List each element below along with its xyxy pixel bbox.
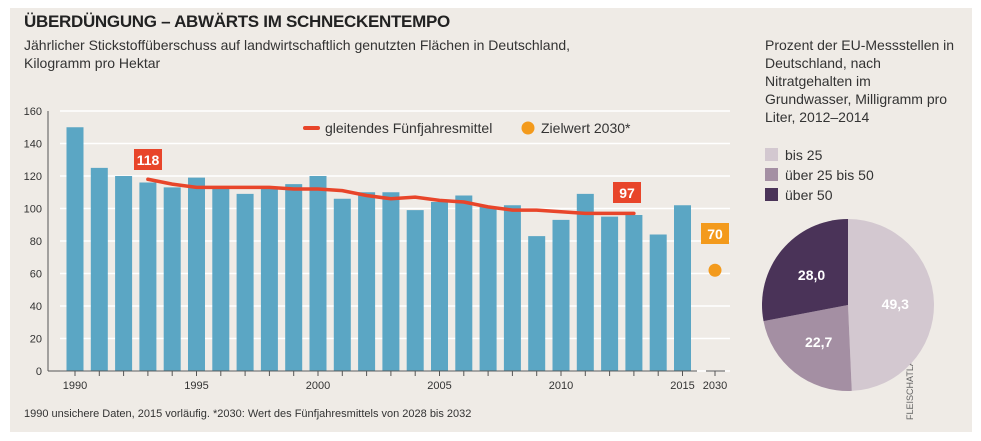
bar [576, 193, 594, 371]
pie-legend-swatch [765, 188, 778, 201]
target-label: 70 [707, 226, 723, 242]
y-tick-label: 140 [24, 139, 42, 151]
bar [115, 176, 133, 371]
pie-value-label: 22,7 [805, 334, 832, 350]
footnote: 1990 unsichere Daten, 2015 vorläufig. *2… [24, 408, 472, 420]
bar [479, 206, 497, 371]
y-tick-label: 0 [36, 366, 42, 378]
x-tick-label: 2030 [703, 380, 727, 392]
bar [625, 215, 643, 371]
y-tick-label: 160 [24, 106, 42, 118]
bar [163, 187, 181, 371]
x-tick-label: 2010 [549, 380, 573, 392]
legend-target-swatch [521, 121, 535, 135]
title: ÜBERDÜNGUNG – ABWÄRTS IM SCHNECKENTEMPO [24, 12, 450, 31]
moving-average-end-label: 97 [619, 185, 635, 201]
bar [285, 184, 303, 371]
legend-moving-average: gleitendes Fünfjahresmittel [325, 120, 492, 136]
pie-slice [762, 219, 848, 322]
moving-average-line [146, 177, 636, 216]
moving-average-start-label-bg [134, 149, 162, 170]
pie-legend-swatch [765, 168, 778, 181]
bar [649, 234, 667, 371]
x-tick-label: 2000 [306, 380, 330, 392]
bar [552, 219, 570, 371]
x-tick-label: 2015 [670, 380, 694, 392]
legend-target: Zielwert 2030* [541, 120, 631, 136]
bar [333, 198, 351, 371]
bar [90, 167, 108, 371]
bar [260, 187, 278, 371]
moving-average-end-label-bg [613, 182, 641, 203]
bar [455, 195, 473, 371]
x-tick-label: 1995 [184, 380, 208, 392]
bar [431, 202, 448, 371]
bar [601, 216, 619, 371]
pie-legend-label: bis 25 [785, 147, 823, 163]
x-tick-label: 1990 [63, 380, 87, 392]
bar [236, 193, 254, 371]
y-tick-label: 120 [24, 171, 42, 183]
bar [188, 177, 205, 371]
moving-average-start-label: 118 [137, 152, 160, 168]
pie-legend-swatch [765, 148, 778, 161]
y-tick-label: 60 [30, 269, 42, 281]
x-tick-label: 2005 [427, 380, 451, 392]
subtitle: Jährlicher Stickstoffüberschuss auf land… [24, 37, 571, 71]
target-point [708, 263, 722, 277]
y-tick-label: 100 [24, 204, 42, 216]
pie-title: Prozent der EU-Messstellen in Deutschlan… [765, 37, 955, 125]
bar [528, 236, 546, 371]
bar [358, 192, 376, 371]
y-tick-label: 20 [30, 334, 42, 346]
pie-value-label: 49,3 [882, 296, 909, 312]
pie-legend-label: über 50 [785, 187, 833, 203]
bar [382, 192, 400, 371]
pie-slice [763, 305, 852, 392]
pie-slice [848, 219, 934, 391]
pie-value-label: 28,0 [798, 267, 825, 283]
bar [309, 176, 327, 371]
bar [139, 182, 157, 371]
bar [406, 210, 424, 371]
target-label-bg [701, 223, 729, 244]
bar [66, 127, 84, 371]
bar [674, 205, 691, 371]
pie-legend-label: über 25 bis 50 [785, 167, 874, 183]
y-tick-label: 80 [30, 236, 42, 248]
bar [212, 187, 230, 371]
y-tick-label: 40 [30, 301, 42, 313]
bar [503, 205, 521, 371]
